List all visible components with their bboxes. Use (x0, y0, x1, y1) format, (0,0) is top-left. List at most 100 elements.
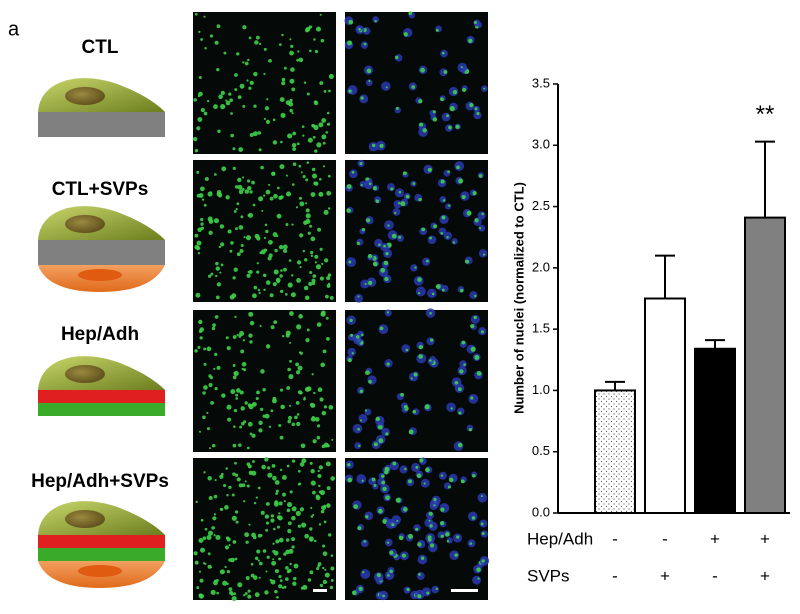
cell-dot (226, 493, 229, 497)
cell-dot (440, 534, 444, 538)
cell-dot (373, 442, 378, 447)
cell-dot (307, 231, 311, 235)
cell-dot (481, 559, 485, 563)
cell-dot (357, 526, 362, 531)
cell-dot (441, 51, 445, 55)
cell-dot (384, 276, 389, 282)
cell-dot (208, 230, 213, 235)
cell-dot (212, 323, 216, 327)
cell-dot (279, 579, 283, 583)
scale-bar (451, 589, 478, 592)
y-tick-label: 1.5 (532, 321, 550, 336)
cell-dot (247, 589, 251, 593)
cell-dot (395, 55, 399, 60)
cell-dot (483, 87, 486, 90)
cell-dot (466, 210, 472, 216)
nucleus (399, 465, 408, 474)
cell-dot (304, 386, 310, 392)
cell-dot (195, 500, 198, 504)
cell-dot (287, 419, 292, 424)
cell-dot (400, 201, 406, 207)
cell-dot (265, 528, 269, 532)
cell-dot (308, 536, 314, 542)
cell-dot (347, 358, 352, 363)
cell-dot (292, 131, 297, 136)
cell-dot (288, 374, 294, 380)
cell-dot (286, 464, 290, 468)
cell-dot (228, 558, 232, 562)
cell-dot (286, 508, 291, 513)
nucleus (392, 208, 401, 216)
cell-dot (291, 515, 296, 521)
cell-dot (291, 142, 297, 148)
cell-dot (311, 124, 316, 128)
cell-dot (236, 252, 241, 257)
nucleus (478, 224, 486, 232)
cell-dot (229, 249, 233, 253)
cell-dot (415, 527, 419, 531)
nucleus (415, 286, 426, 297)
cell-dot (255, 396, 259, 401)
cell-dot (321, 505, 326, 511)
nucleus (427, 235, 437, 245)
cell-dot (214, 315, 219, 319)
cell-dot (299, 351, 303, 355)
cell-dot (262, 273, 267, 278)
cell-dot (372, 143, 376, 148)
cell-dot (351, 352, 354, 355)
cell-dot (234, 461, 237, 465)
cell-dot (257, 288, 261, 292)
cell-dot (308, 25, 313, 29)
cell-dot (234, 73, 238, 77)
cell-dot (389, 569, 393, 573)
y-tick-label: 2.5 (532, 198, 550, 213)
cell-dot (398, 535, 404, 541)
cell-dot (440, 179, 445, 184)
cell-dot (282, 334, 285, 338)
condition-label: CTL+SVPs (52, 179, 149, 200)
cell-dot (317, 424, 321, 428)
cell-dot (207, 530, 214, 536)
cell-dot (447, 170, 450, 174)
cell-dot (368, 182, 372, 186)
cell-dot (439, 521, 445, 526)
cell-dot (473, 315, 477, 320)
cell-dot (244, 532, 250, 538)
cell-dot (246, 273, 251, 278)
cell-dot (242, 25, 247, 30)
cell-dot (211, 526, 215, 530)
cell-dot (383, 244, 386, 248)
cell-dot (238, 334, 242, 338)
cell-dot (446, 540, 450, 543)
cell-dot (238, 443, 242, 447)
nucleus (347, 347, 356, 357)
cell-dot (249, 133, 254, 138)
cell-dot (386, 362, 390, 366)
cell-dot (306, 92, 310, 96)
cell-dot (289, 108, 293, 113)
cell-dot (258, 420, 263, 426)
cell-dot (265, 344, 271, 349)
cell-dot (300, 171, 303, 174)
cell-diagram (38, 501, 165, 588)
cell-dot (295, 401, 300, 405)
cell-dot (211, 443, 216, 448)
cell-dot (268, 58, 272, 63)
cell-dot (225, 336, 229, 340)
cell-dot (364, 409, 368, 412)
micrograph (344, 457, 490, 601)
cell-dot (391, 233, 397, 239)
cell-dot (326, 503, 331, 508)
cell-dot (318, 193, 321, 196)
cell-dot (220, 104, 226, 110)
cell-dot (418, 197, 422, 202)
cell-dot (210, 400, 214, 405)
cell-dot (291, 537, 296, 542)
cell-dot (253, 104, 257, 108)
cell-dot (418, 99, 423, 104)
cell-dot (252, 293, 257, 299)
nucleus (363, 180, 374, 190)
cell-dot (216, 282, 222, 287)
cell-dot (240, 244, 244, 248)
